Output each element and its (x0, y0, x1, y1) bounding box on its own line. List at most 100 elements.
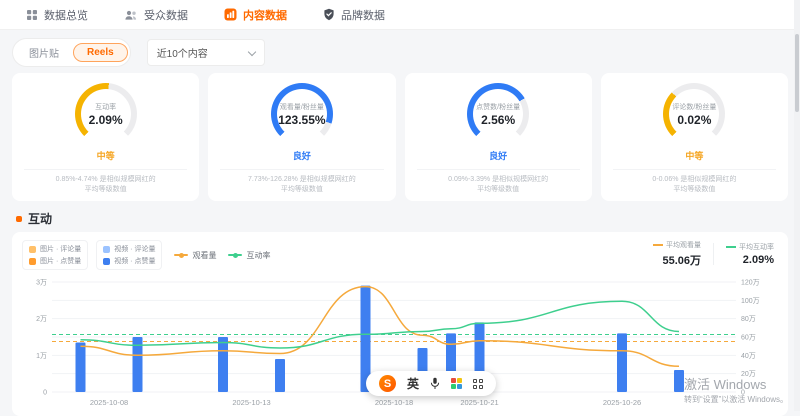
tab-label: 内容数据 (243, 9, 287, 22)
top-nav: 数据总览 受众数据 内容数据 品牌数据 (0, 0, 800, 30)
svg-text:3万: 3万 (36, 279, 47, 287)
chart-legend-row: 图片 · 评论量 图片 · 点赞量 视频 · 评论量 视频 · 点赞量 观看量 … (22, 240, 778, 271)
metric-value: 2.56% (481, 112, 516, 127)
divider (416, 169, 580, 170)
metric-note: 7.73%-126.28% 是相似规模网红的 平均等级数值 (247, 176, 356, 194)
legend-rate-line[interactable]: 互动率 (228, 250, 270, 261)
metric-card-likes-followers: 点赞数/粉丝量 2.56% 良好 0.09%-3.39% 是相似规模网红的 平均… (404, 73, 592, 202)
metric-cards-row: 互动率 2.09% 中等 0.85%-4.74% 是相似规模网红的 平均等级数值… (0, 73, 800, 202)
metric-rating: 良好 (489, 151, 508, 161)
legend-item[interactable]: 图片 · 点赞量 (29, 256, 81, 266)
svg-text:2025-10-26: 2025-10-26 (603, 398, 641, 407)
overview-grid-icon (26, 9, 38, 21)
metric-card-comments-followers: 评论数/粉丝量 0.02% 中等 0-0.06% 是相似规模网红的 平均等级数值 (600, 73, 788, 202)
chevron-down-icon (247, 47, 256, 56)
svg-text:0: 0 (43, 390, 47, 397)
image-comments-swatch-icon (29, 245, 36, 253)
avg-rate-stat: 平均互动率 2.09% (726, 242, 774, 266)
tab-label: 品牌数据 (341, 9, 385, 22)
divider (220, 169, 384, 170)
svg-text:60万: 60万 (741, 334, 756, 342)
toggle-option-image-posts[interactable]: 图片贴 (29, 49, 59, 60)
scrollbar (794, 0, 800, 411)
scrollbar-thumb[interactable] (795, 34, 799, 112)
metric-value: 0.02% (677, 112, 712, 127)
avg-rate-dash-icon (726, 246, 736, 249)
legend-item[interactable]: 视频 · 评论量 (103, 244, 155, 254)
views-line-swatch-icon (174, 252, 189, 258)
metric-card-engagement-rate: 互动率 2.09% 中等 0.85%-4.74% 是相似规模网红的 平均等级数值 (12, 73, 200, 202)
rate-line-swatch-icon (228, 252, 243, 258)
metric-note: 0.09%-3.39% 是相似规模网红的 平均等级数值 (448, 176, 549, 194)
brand-shield-icon (323, 8, 335, 21)
metric-rating: 中等 (685, 151, 704, 161)
filter-bar: 图片贴 Reels 近10个内容 (0, 30, 800, 73)
svg-text:2025-10-13: 2025-10-13 (232, 398, 270, 407)
metric-label: 互动率 (95, 103, 117, 111)
section-title: 互动 (28, 212, 53, 227)
divider (612, 169, 776, 170)
chart-average-stats: 平均观看量 55.06万 平均互动率 2.09% (653, 240, 778, 268)
svg-text:40万: 40万 (741, 352, 756, 360)
tab-label: 数据总览 (44, 9, 88, 22)
range-select-value: 近10个内容 (156, 49, 208, 60)
svg-text:120万: 120万 (741, 279, 760, 287)
section-bullet-icon (16, 215, 22, 222)
emoji-palette-icon[interactable] (451, 378, 463, 389)
windows-activation-watermark: 激活 Windows 转到“设置”以激活 Windows。 (683, 377, 788, 404)
mic-icon[interactable] (430, 377, 440, 390)
metric-value: 2.09% (88, 112, 123, 127)
svg-text:2万: 2万 (36, 315, 47, 323)
avg-rate-value: 2.09% (742, 254, 774, 267)
gauge-ring: 点赞数/粉丝量 2.56% (467, 83, 530, 145)
tab-label: 受众数据 (144, 9, 188, 22)
metric-card-views-followers: 观看量/粉丝量 123.55% 良好 7.73%-126.28% 是相似规模网红… (208, 73, 396, 202)
svg-text:1万: 1万 (36, 352, 47, 360)
legend-item[interactable]: 图片 · 评论量 (29, 244, 81, 254)
content-type-toggle: 图片贴 Reels (12, 38, 131, 67)
avg-views-value: 55.06万 (662, 255, 701, 268)
metric-value: 123.55% (278, 112, 326, 127)
svg-text:100万: 100万 (741, 297, 760, 305)
ime-mode-button[interactable]: 英 (407, 377, 420, 391)
image-likes-swatch-icon (29, 257, 36, 265)
legend-image-group: 图片 · 评论量 图片 · 点赞量 (22, 240, 89, 271)
video-comments-swatch-icon (103, 245, 111, 253)
svg-text:20万: 20万 (741, 370, 756, 378)
metric-label: 评论数/粉丝量 (672, 103, 717, 111)
tab-data-overview[interactable]: 数据总览 (26, 0, 88, 29)
engagement-chart[interactable]: 0 20万 40万 60万 80万 100万 120万 0 1万 2万 3万 2025-10-08 20… (22, 274, 774, 410)
avg-views-dash-icon (653, 244, 663, 247)
toggle-option-reels[interactable]: Reels (73, 43, 128, 62)
ime-logo-button[interactable]: S (379, 375, 396, 392)
tab-brand-data[interactable]: 品牌数据 (323, 0, 385, 29)
gauge-ring: 观看量/粉丝量 123.55% (270, 83, 333, 145)
metric-rating: 良好 (292, 151, 311, 161)
legend-video-group: 视频 · 评论量 视频 · 点赞量 (96, 240, 163, 271)
gauge-ring: 评论数/粉丝量 0.02% (663, 83, 726, 145)
apps-grid-icon[interactable] (473, 378, 484, 389)
content-range-select[interactable]: 近10个内容 (146, 39, 265, 66)
divider (713, 243, 714, 266)
metric-note: 0.85%-4.74% 是相似规模网红的 平均等级数值 (55, 176, 156, 194)
engagement-chart-card: 图片 · 评论量 图片 · 点赞量 视频 · 评论量 视频 · 点赞量 观看量 … (12, 232, 788, 416)
tab-audience-data[interactable]: 受众数据 (124, 0, 188, 29)
metric-label: 观看量/粉丝量 (279, 103, 324, 111)
metric-note: 0-0.06% 是相似规模网红的 平均等级数值 (652, 176, 737, 194)
video-likes-swatch-icon (103, 257, 111, 265)
svg-text:2025-10-18: 2025-10-18 (375, 398, 413, 407)
engagement-section-header: 互动 (0, 201, 800, 232)
metric-rating: 中等 (96, 151, 115, 161)
svg-text:80万: 80万 (741, 315, 756, 323)
legend-views-line[interactable]: 观看量 (174, 250, 216, 261)
gauge-ring: 互动率 2.09% (74, 83, 137, 145)
legend-item[interactable]: 视频 · 点赞量 (103, 256, 155, 266)
svg-text:0: 0 (741, 390, 745, 397)
avg-views-stat: 平均观看量 55.06万 (653, 240, 701, 268)
content-chart-icon (224, 8, 237, 21)
audience-people-icon (124, 9, 138, 21)
svg-text:2025-10-21: 2025-10-21 (460, 398, 498, 407)
metric-label: 点赞数/粉丝量 (476, 103, 521, 111)
divider (24, 169, 188, 170)
tab-content-data[interactable]: 内容数据 (224, 0, 287, 29)
